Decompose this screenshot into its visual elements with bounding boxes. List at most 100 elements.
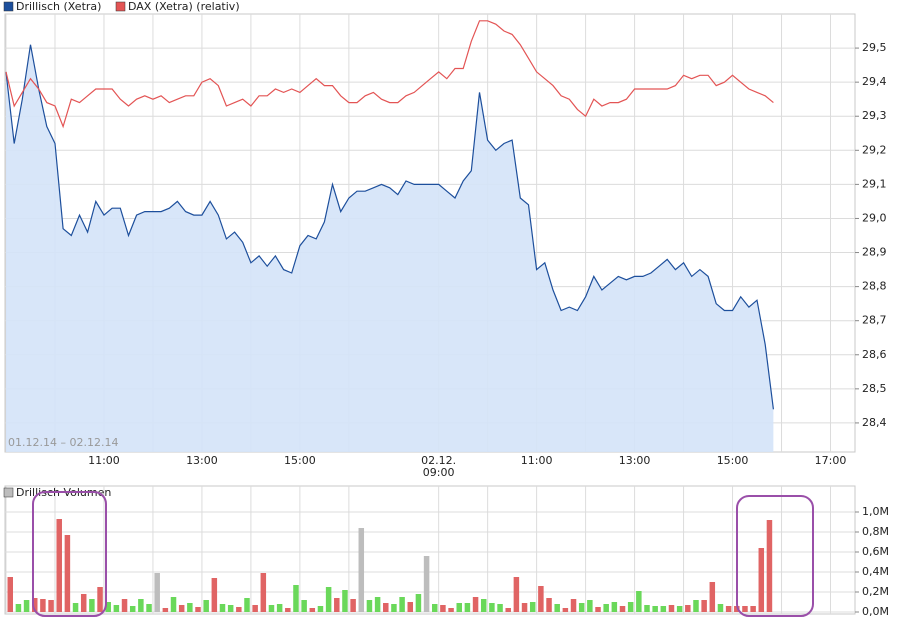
x-tick-label: 02.12. 09:00 (421, 454, 457, 479)
volume-bar (7, 577, 13, 612)
legend-swatch (3, 1, 14, 12)
volume-bar (432, 604, 438, 612)
volume-bar (693, 600, 699, 612)
series-line (5, 20, 774, 129)
y-tick-label: 29,2 (862, 143, 887, 156)
volume-bar (187, 603, 193, 612)
volume-bar (350, 599, 356, 612)
date-range: 01.12.14 – 02.12.14 (8, 436, 118, 449)
volume-bar (203, 600, 209, 612)
volume-bar (374, 597, 381, 612)
volume-bar (529, 602, 536, 612)
volume-bar (15, 604, 22, 612)
volume-bar (685, 605, 691, 612)
volume-bar (448, 608, 454, 612)
volume-bar (423, 556, 430, 612)
volume-bar (48, 600, 54, 612)
legend-swatch (115, 1, 126, 12)
volume-bar (472, 597, 479, 612)
y-tick-label: 28,6 (862, 348, 887, 361)
x-tick-label: 13:00 (618, 454, 651, 467)
volume-bar (268, 605, 275, 612)
volume-bar (742, 606, 748, 612)
volume-bar (97, 587, 103, 612)
volume-bar (480, 599, 487, 612)
volume-bar (562, 608, 569, 612)
volume-bar (31, 598, 38, 612)
volume-bar (154, 573, 160, 612)
volume-bar (554, 604, 560, 612)
volume-bar (23, 600, 30, 612)
y-tick-label: 29,4 (862, 75, 887, 88)
volume-bar (578, 603, 585, 612)
x-tick-label: 11:00 (520, 454, 553, 467)
volume-bar (195, 607, 201, 612)
volume-bar (309, 608, 316, 612)
volume-bar (276, 604, 283, 612)
volume-bar (644, 605, 650, 612)
volume-bar (358, 528, 365, 612)
volume-bar (676, 606, 683, 612)
volume-bar (407, 602, 414, 612)
volume-bar (611, 602, 618, 612)
volume-bar (701, 600, 707, 612)
price-area (6, 44, 774, 452)
y-tick-label: 29,3 (862, 109, 887, 122)
volume-bar (709, 582, 716, 612)
legend-swatch (3, 487, 14, 498)
volume-bar (399, 597, 405, 612)
y-tick-label: 28,7 (862, 314, 887, 327)
volume-bar (538, 586, 544, 612)
x-tick-label: 13:00 (186, 454, 218, 467)
volume-bar (293, 585, 299, 612)
volume-bar (627, 602, 634, 612)
volume-bar (587, 600, 593, 612)
x-tick-label: 11:00 (88, 454, 120, 467)
volume-bar (113, 605, 120, 612)
volume-bar (464, 603, 471, 612)
volume-bar (162, 608, 169, 612)
volume-bar (64, 535, 71, 612)
volume-bar (178, 605, 185, 612)
volume-bar (652, 606, 658, 612)
volume-bar (285, 608, 291, 612)
volume-bar (636, 591, 642, 612)
volume-bar (227, 605, 234, 612)
series-line (5, 44, 774, 410)
volume-bar (668, 605, 675, 612)
volume-bar (219, 604, 226, 612)
volume-bar (440, 605, 446, 612)
volume-bar (342, 590, 348, 612)
volume-bar (236, 607, 242, 612)
y-tick-label: 28,4 (862, 416, 887, 429)
volume-bar (89, 599, 95, 612)
volume-bar (383, 603, 389, 612)
highlight-box (32, 491, 107, 617)
volume-bar (121, 599, 128, 612)
volume-bar (301, 600, 307, 612)
legend-label: Drillisch (Xetra) (16, 0, 101, 13)
volume-bar (129, 606, 136, 612)
volume-bar (497, 604, 503, 612)
volume-bar (170, 597, 177, 612)
volume-bar (80, 594, 87, 612)
volume-bar (334, 598, 340, 612)
volume-bar (595, 607, 601, 612)
volume-bar (717, 604, 724, 612)
volume-bar (366, 600, 373, 612)
volume-bar (489, 603, 495, 612)
y-tick-label: 0,6M (862, 545, 889, 558)
volume-bar (252, 605, 258, 612)
volume-bar (660, 606, 667, 612)
y-tick-label: 1,0M (862, 505, 889, 518)
volume-bar (244, 598, 250, 612)
volume-bar (456, 603, 462, 612)
volume-bar (546, 598, 552, 612)
volume-bar (40, 599, 46, 612)
volume-bar (317, 606, 324, 612)
legend-label: DAX (Xetra) (relativ) (128, 0, 240, 13)
y-tick-label: 28,8 (862, 280, 887, 293)
volume-bar (619, 606, 626, 612)
y-tick-label: 0,2M (862, 585, 889, 598)
